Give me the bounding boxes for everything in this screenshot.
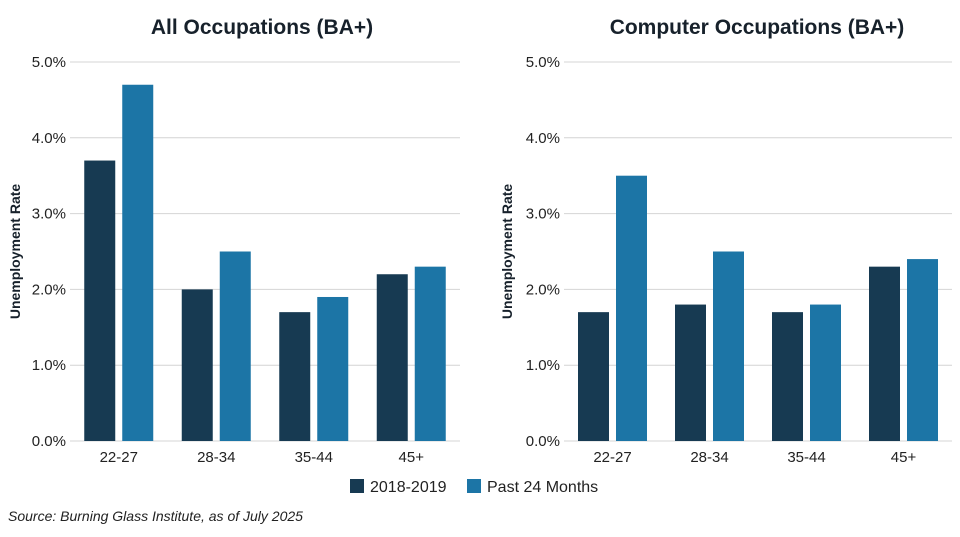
panel1-ytick-label: 2.0% <box>32 281 66 298</box>
panel1-ytick-label: 4.0% <box>32 130 66 147</box>
panel2-category-label: 35-44 <box>787 449 825 466</box>
panel1-bar-recent <box>414 266 446 441</box>
legend-label: Past 24 Months <box>487 479 598 496</box>
panel2-category-label: 22-27 <box>593 449 631 466</box>
panel2-bar-baseline <box>578 312 609 441</box>
legend-label: 2018-2019 <box>370 479 447 496</box>
panel1-ytick-label: 5.0% <box>32 54 66 71</box>
panel1-bar-baseline <box>279 312 311 441</box>
panel2-ytick-label: 2.0% <box>526 281 560 298</box>
panel2-bar-recent <box>616 175 647 441</box>
panel1-bar-recent <box>122 84 154 442</box>
panel1-bar-recent <box>317 296 349 441</box>
panel1-ytick-label: 0.0% <box>32 433 66 450</box>
panel2-title: Computer Occupations (BA+) <box>610 16 905 39</box>
panel1-category-label: 22-27 <box>100 449 138 466</box>
panel2-category-label: 28-34 <box>690 449 728 466</box>
panel1-ytick-label: 3.0% <box>32 206 66 223</box>
panel1-bar-baseline <box>84 160 116 442</box>
panel1-category-label: 45+ <box>399 449 425 466</box>
panel1-title: All Occupations (BA+) <box>151 16 373 39</box>
panel2-bar-recent <box>907 259 938 441</box>
panel2-bar-baseline <box>869 266 900 441</box>
panel2-ylabel: Unemployment Rate <box>499 184 515 320</box>
panel2-ytick-label: 0.0% <box>526 433 560 450</box>
legend-swatch <box>467 479 481 493</box>
panel2-bar-recent <box>713 251 744 441</box>
panel2-bar-baseline <box>675 304 706 441</box>
panel1-category-label: 28-34 <box>197 449 235 466</box>
legend-swatch <box>350 479 364 493</box>
panel1-bar-baseline <box>376 274 408 441</box>
panel2-bar-recent <box>810 304 841 441</box>
source-note: Source: Burning Glass Institute, as of J… <box>8 508 303 524</box>
panel1-category-label: 35-44 <box>295 449 333 466</box>
panel1-ytick-label: 1.0% <box>32 357 66 374</box>
panel2-bar-baseline <box>772 312 803 441</box>
panel2-ytick-label: 3.0% <box>526 206 560 223</box>
panel2-ytick-label: 4.0% <box>526 130 560 147</box>
panel2-category-label: 45+ <box>891 449 917 466</box>
panel1-bar-recent <box>219 251 251 441</box>
panel2-ytick-label: 1.0% <box>526 357 560 374</box>
panel1-bar-baseline <box>181 289 213 441</box>
panel1-ylabel: Unemployment Rate <box>7 184 23 320</box>
panel2-ytick-label: 5.0% <box>526 54 560 71</box>
